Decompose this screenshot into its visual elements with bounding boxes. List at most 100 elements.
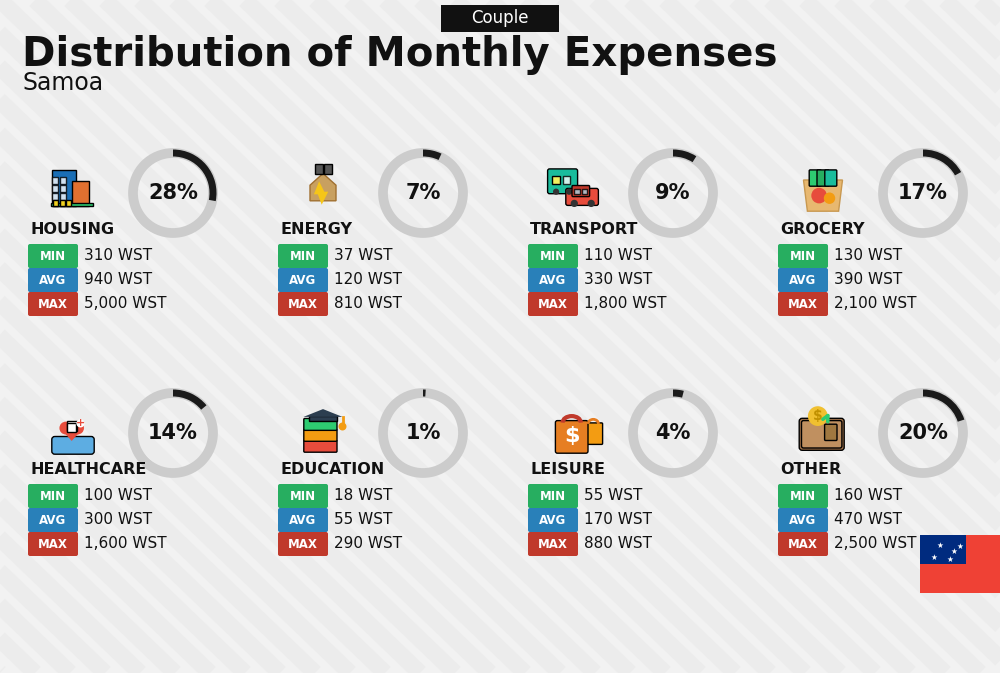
FancyBboxPatch shape (278, 292, 328, 316)
Polygon shape (314, 181, 328, 205)
FancyBboxPatch shape (304, 440, 337, 452)
Text: TRANSPORT: TRANSPORT (530, 223, 638, 238)
FancyBboxPatch shape (555, 421, 588, 453)
Circle shape (824, 192, 835, 204)
FancyBboxPatch shape (528, 244, 578, 268)
FancyBboxPatch shape (28, 292, 78, 316)
Text: 330 WST: 330 WST (584, 273, 652, 287)
Wedge shape (673, 149, 696, 162)
FancyBboxPatch shape (72, 181, 89, 206)
Text: 2,500 WST: 2,500 WST (834, 536, 916, 551)
FancyBboxPatch shape (52, 185, 58, 192)
Text: MIN: MIN (40, 250, 66, 262)
FancyBboxPatch shape (52, 192, 58, 200)
FancyBboxPatch shape (574, 188, 580, 194)
Text: 4%: 4% (655, 423, 691, 443)
Text: AVG: AVG (539, 273, 567, 287)
FancyBboxPatch shape (51, 203, 92, 206)
Text: 940 WST: 940 WST (84, 273, 152, 287)
Text: 300 WST: 300 WST (84, 513, 152, 528)
FancyBboxPatch shape (60, 192, 66, 200)
Circle shape (811, 188, 827, 203)
Text: GROCERY: GROCERY (780, 223, 864, 238)
FancyBboxPatch shape (66, 199, 71, 206)
Text: AVG: AVG (289, 513, 317, 526)
FancyBboxPatch shape (278, 484, 328, 508)
Circle shape (553, 188, 559, 194)
Text: OTHER: OTHER (780, 462, 841, 478)
Text: MIN: MIN (790, 250, 816, 262)
Text: 1,600 WST: 1,600 WST (84, 536, 167, 551)
FancyBboxPatch shape (304, 419, 337, 430)
Text: 120 WST: 120 WST (334, 273, 402, 287)
FancyBboxPatch shape (548, 169, 578, 194)
Text: 1,800 WST: 1,800 WST (584, 297, 666, 312)
Text: ★: ★ (951, 546, 957, 556)
Text: HEALTHCARE: HEALTHCARE (30, 462, 146, 478)
Text: 130 WST: 130 WST (834, 248, 902, 264)
Circle shape (571, 200, 578, 207)
FancyBboxPatch shape (278, 508, 328, 532)
FancyBboxPatch shape (315, 164, 323, 174)
FancyBboxPatch shape (809, 170, 821, 186)
Circle shape (76, 419, 85, 427)
Circle shape (59, 421, 72, 435)
FancyBboxPatch shape (60, 177, 66, 184)
FancyBboxPatch shape (528, 268, 578, 292)
FancyBboxPatch shape (528, 484, 578, 508)
FancyBboxPatch shape (572, 186, 590, 197)
FancyBboxPatch shape (60, 185, 66, 192)
FancyBboxPatch shape (441, 5, 559, 32)
FancyBboxPatch shape (60, 199, 65, 206)
Text: 310 WST: 310 WST (84, 248, 152, 264)
FancyBboxPatch shape (584, 423, 603, 444)
Wedge shape (923, 149, 961, 176)
FancyBboxPatch shape (28, 244, 78, 268)
FancyBboxPatch shape (28, 532, 78, 556)
Text: MIN: MIN (290, 250, 316, 262)
Text: MAX: MAX (538, 538, 568, 551)
Text: 1%: 1% (405, 423, 441, 443)
Text: MAX: MAX (538, 297, 568, 310)
Text: AVG: AVG (789, 513, 817, 526)
FancyBboxPatch shape (28, 508, 78, 532)
Text: ★: ★ (957, 542, 963, 551)
Text: Couple: Couple (471, 9, 529, 27)
Text: MAX: MAX (288, 297, 318, 310)
Text: 2,100 WST: 2,100 WST (834, 297, 916, 312)
Circle shape (71, 421, 84, 435)
Text: 55 WST: 55 WST (584, 489, 642, 503)
Text: 470 WST: 470 WST (834, 513, 902, 528)
FancyBboxPatch shape (67, 421, 77, 431)
FancyBboxPatch shape (278, 244, 328, 268)
FancyBboxPatch shape (278, 268, 328, 292)
Text: AVG: AVG (39, 273, 67, 287)
Polygon shape (804, 180, 842, 211)
Text: MAX: MAX (788, 538, 818, 551)
FancyBboxPatch shape (778, 484, 828, 508)
Text: 37 WST: 37 WST (334, 248, 392, 264)
Text: 810 WST: 810 WST (334, 297, 402, 312)
Text: ★: ★ (937, 541, 943, 550)
Text: $: $ (813, 409, 823, 423)
FancyBboxPatch shape (778, 268, 828, 292)
FancyBboxPatch shape (825, 424, 837, 441)
Text: EDUCATION: EDUCATION (280, 462, 384, 478)
FancyBboxPatch shape (28, 484, 78, 508)
Text: Samoa: Samoa (22, 71, 103, 95)
FancyBboxPatch shape (778, 508, 828, 532)
Circle shape (588, 200, 595, 207)
FancyBboxPatch shape (528, 532, 578, 556)
Text: Distribution of Monthly Expenses: Distribution of Monthly Expenses (22, 35, 778, 75)
FancyBboxPatch shape (582, 188, 587, 194)
FancyBboxPatch shape (778, 244, 828, 268)
FancyBboxPatch shape (67, 423, 76, 432)
Text: ★: ★ (947, 555, 953, 564)
Text: MIN: MIN (40, 489, 66, 503)
Wedge shape (673, 390, 684, 398)
Text: MAX: MAX (38, 297, 68, 310)
Text: MAX: MAX (788, 297, 818, 310)
FancyBboxPatch shape (52, 437, 94, 454)
Polygon shape (304, 409, 342, 417)
Text: 100 WST: 100 WST (84, 489, 152, 503)
